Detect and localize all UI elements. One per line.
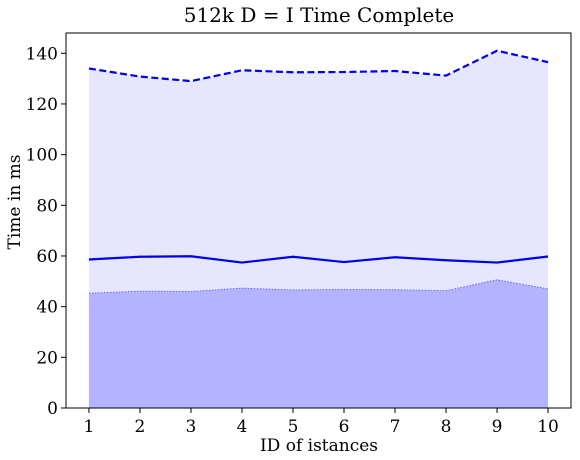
x-tick-label: 5 bbox=[288, 417, 299, 437]
x-tick-label: 6 bbox=[339, 417, 350, 437]
y-tick-label: 120 bbox=[26, 95, 58, 115]
lower-band-area bbox=[88, 279, 549, 408]
axes-frame bbox=[65, 32, 572, 409]
mean-solid-line bbox=[88, 255, 549, 264]
x-tick-label: 9 bbox=[492, 417, 503, 437]
chart-title: 512k D = I Time Complete bbox=[184, 3, 455, 27]
y-tick-label: 40 bbox=[36, 298, 58, 318]
y-tick-label: 20 bbox=[36, 348, 58, 368]
y-tick-label: 60 bbox=[36, 247, 58, 267]
x-axis-label: ID of istances bbox=[260, 436, 378, 456]
y-axis-label: Time in ms bbox=[5, 155, 25, 250]
plot-area bbox=[88, 49, 549, 409]
x-tick-label: 7 bbox=[390, 417, 401, 437]
x-tick-label: 10 bbox=[537, 417, 559, 437]
y-tick-label: 100 bbox=[26, 146, 58, 166]
y-tick-label: 140 bbox=[26, 44, 58, 64]
x-tick-label: 3 bbox=[186, 417, 197, 437]
y-tick-label: 0 bbox=[47, 399, 58, 419]
upper-dashed-line bbox=[88, 49, 549, 83]
x-tick-label: 4 bbox=[237, 417, 248, 437]
x-tick-label: 1 bbox=[84, 417, 95, 437]
y-tick-label: 80 bbox=[36, 196, 58, 216]
x-tick-label: 8 bbox=[441, 417, 452, 437]
x-tick-label: 2 bbox=[135, 417, 146, 437]
